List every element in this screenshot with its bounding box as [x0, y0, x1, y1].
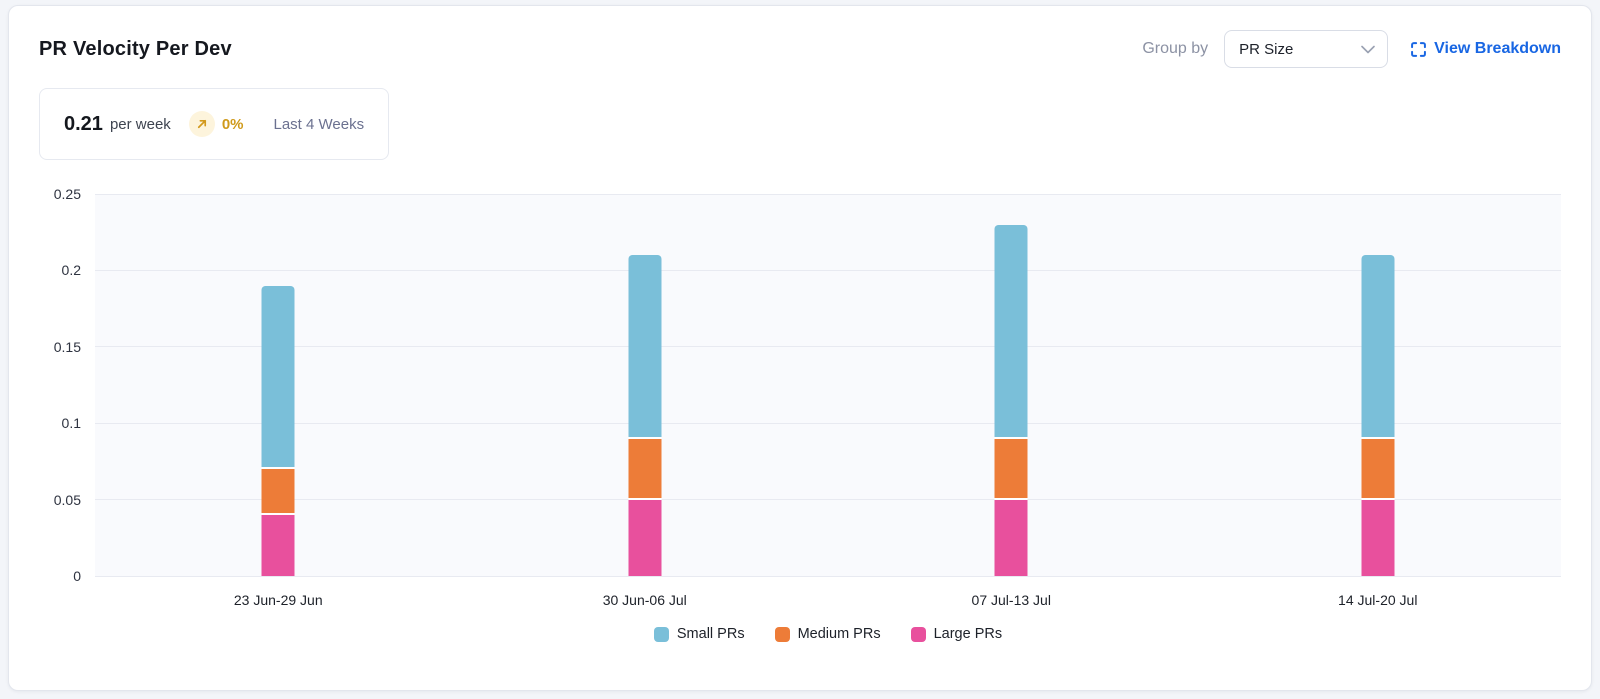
x-axis-label: 14 Jul-20 Jul — [1338, 592, 1418, 608]
bar-segment-large-prs[interactable] — [628, 499, 662, 576]
gridline — [95, 499, 1561, 501]
gridline — [95, 269, 1561, 271]
legend: Small PRs Medium PRs Large PRs — [95, 626, 1561, 642]
chevron-down-icon — [1361, 45, 1375, 54]
view-breakdown-label: View Breakdown — [1434, 40, 1561, 57]
legend-swatch-medium-prs — [774, 626, 790, 642]
y-axis-tick-label: 0.1 — [61, 415, 81, 432]
summary-stat-card: 0.21 per week 0% Last 4 Weeks — [39, 88, 390, 160]
stat-unit: per week — [109, 115, 171, 133]
bar-segment-small-prs[interactable] — [628, 255, 662, 439]
trend-up-icon — [188, 111, 215, 137]
bar-segment-large-prs[interactable] — [994, 499, 1028, 576]
expand-icon — [1410, 41, 1427, 58]
legend-label: Large PRs — [933, 626, 1003, 642]
legend-item-large-prs[interactable]: Large PRs — [910, 626, 1003, 642]
bar-segment-small-prs[interactable] — [994, 224, 1028, 439]
bar-segment-small-prs[interactable] — [1361, 255, 1395, 439]
stat-value: 0.21 — [64, 112, 103, 135]
group-by-select-value: PR Size — [1239, 40, 1294, 58]
card-header: PR Velocity Per Dev Group by PR Size — [9, 6, 1591, 68]
plot-area: 0 0.05 0.1 0.15 0.2 0.25 — [54, 186, 1561, 584]
x-axis-labels: 23 Jun-29 Jun 30 Jun-06 Jul 07 Jul-13 Jul 1… — [95, 592, 1561, 612]
y-axis-tick-label: 0.05 — [53, 491, 81, 508]
x-axis-label: 07 Jul-13 Jul — [971, 592, 1051, 608]
gridline — [95, 346, 1561, 348]
chart: 0 0.05 0.1 0.15 0.2 0.25 23 Jun-29 Jun 30 Jun-… — [54, 186, 1561, 642]
bar — [628, 194, 662, 576]
legend-item-medium-prs[interactable]: Medium PRs — [774, 626, 881, 642]
bar-segment-small-prs[interactable] — [261, 285, 295, 470]
delta-value: 0% — [221, 115, 244, 133]
chart-card: PR Velocity Per Dev Group by PR Size — [8, 5, 1592, 691]
gridline — [95, 193, 1561, 195]
legend-label: Medium PRs — [797, 626, 881, 642]
bar-segment-medium-prs[interactable] — [1361, 438, 1395, 500]
stat-period: Last 4 Weeks — [273, 115, 365, 133]
bar-segment-large-prs[interactable] — [1361, 499, 1395, 576]
page-title: PR Velocity Per Dev — [39, 37, 232, 60]
bar-segment-large-prs[interactable] — [261, 514, 295, 576]
bar-segment-medium-prs[interactable] — [261, 469, 295, 515]
bar — [261, 194, 295, 576]
group-by-label: Group by — [1142, 40, 1209, 57]
legend-label: Small PRs — [676, 626, 745, 642]
y-axis-tick-label: 0.25 — [53, 186, 81, 202]
x-axis-label: 23 Jun-29 Jun — [233, 592, 323, 608]
x-axis-label: 30 Jun-06 Jul — [602, 592, 687, 608]
bar-segment-medium-prs[interactable] — [994, 438, 1028, 500]
delta-badge: 0% — [188, 111, 244, 137]
header-controls: Group by PR Size — [1142, 30, 1561, 68]
legend-swatch-large-prs — [910, 626, 926, 642]
bar — [994, 194, 1028, 576]
group-by-select[interactable]: PR Size — [1224, 30, 1389, 68]
y-axis-tick-label: 0.2 — [61, 262, 81, 279]
legend-swatch-small-prs — [653, 626, 669, 642]
y-axis-tick-label: 0 — [73, 568, 81, 584]
gridline — [95, 422, 1561, 424]
view-breakdown-button[interactable]: View Breakdown — [1410, 40, 1561, 58]
y-axis-tick-label: 0.15 — [53, 338, 81, 355]
bar — [1361, 194, 1395, 576]
bar-segment-medium-prs[interactable] — [628, 438, 662, 500]
gridline — [95, 575, 1561, 577]
legend-item-small-prs[interactable]: Small PRs — [653, 626, 745, 642]
